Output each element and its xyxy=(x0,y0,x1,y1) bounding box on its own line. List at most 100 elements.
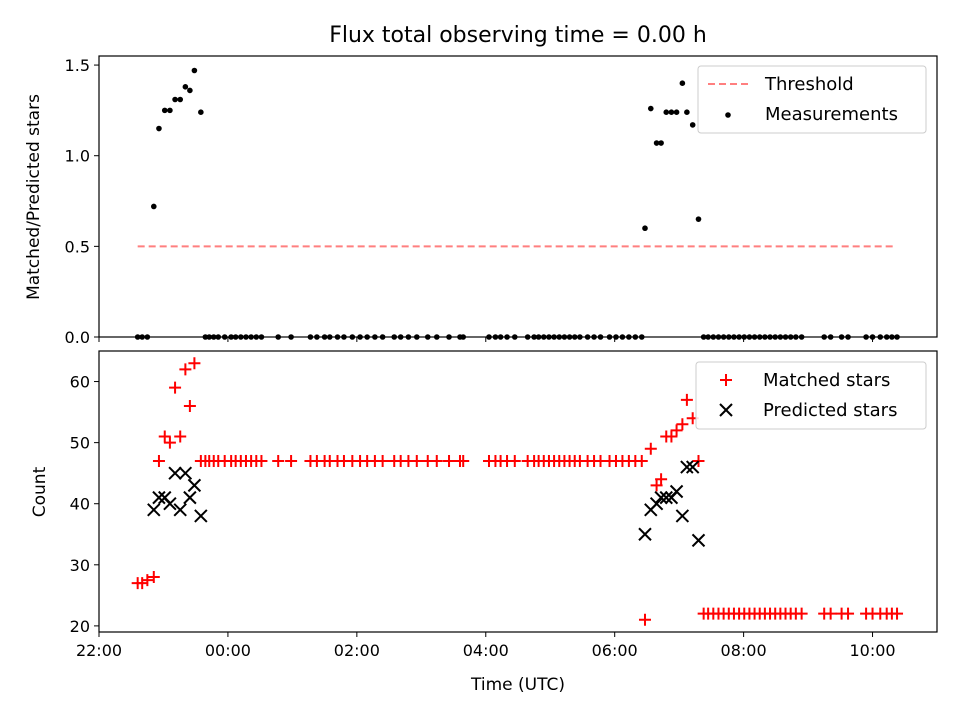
predicted-stars-point xyxy=(680,460,694,474)
x-tick-label: 06:00 xyxy=(592,641,638,660)
x-tick-label: 02:00 xyxy=(334,641,380,660)
measurements-point xyxy=(177,96,184,103)
matched-stars-point xyxy=(665,430,678,443)
y-tick-label: 1.0 xyxy=(65,147,90,166)
measurements-point xyxy=(167,107,173,114)
matched-stars-point xyxy=(650,479,663,492)
matched-stars-point xyxy=(824,607,837,620)
top-y-ticks: 0.0 0.5 1.0 1.5 xyxy=(65,56,99,347)
measurements-point xyxy=(642,225,648,232)
predicted-stars-point xyxy=(163,497,177,511)
measurements-point xyxy=(191,67,198,74)
predicted-stars-point xyxy=(685,460,700,474)
matched-stars-point xyxy=(158,430,171,443)
predicted-stars-point xyxy=(194,509,208,523)
y-tick-label: 0.5 xyxy=(65,237,90,256)
predicted-stars-point xyxy=(168,466,182,480)
matched-stars-point xyxy=(272,454,285,467)
matched-stars-point xyxy=(285,454,298,467)
bottom-panel: Count Time (UTC) 22:00 00:00 02:00 04:00 06:… xyxy=(30,350,938,695)
predicted-stars-point xyxy=(659,490,673,505)
legend-predicted-label: Predicted stars xyxy=(763,400,897,421)
measurements-point xyxy=(695,216,702,222)
matched-stars-point xyxy=(680,393,693,406)
measurements-point xyxy=(172,96,178,103)
measurements-point xyxy=(182,84,189,90)
measurements-point xyxy=(150,203,157,210)
y-tick-label: 50 xyxy=(70,434,90,453)
measurements-point xyxy=(161,107,168,114)
matched-stars-point xyxy=(670,424,683,437)
x-tick-label: 10:00 xyxy=(849,641,895,660)
matched-stars-point xyxy=(255,454,268,467)
matched-stars-point xyxy=(179,363,192,376)
top-x-ticks xyxy=(98,337,874,342)
matched-stars-point xyxy=(795,607,808,620)
legend-matched-label: Matched stars xyxy=(763,370,890,391)
top-legend: Threshold Measurements xyxy=(697,65,927,134)
x-axis-label: Time (UTC) xyxy=(470,675,565,695)
matched-stars-point xyxy=(457,454,470,467)
measurements-point xyxy=(647,105,654,112)
matched-stars-point xyxy=(141,574,154,587)
bottom-legend-box xyxy=(695,361,927,430)
y-tick-label: 1.5 xyxy=(65,56,90,75)
matched-stars-point xyxy=(147,571,160,584)
measurements-point xyxy=(663,109,670,115)
matched-stars-point xyxy=(842,607,855,620)
matched-stars-point xyxy=(174,430,187,443)
top-legend-box xyxy=(697,65,927,134)
bottom-axes-frame xyxy=(98,350,938,633)
y-tick-label: 30 xyxy=(70,556,90,575)
predicted-stars-point xyxy=(638,527,652,541)
predicted-stars-point xyxy=(187,478,202,493)
predicted-stars-point xyxy=(152,490,166,505)
matched-stars-point xyxy=(635,454,648,467)
legend-predicted-swatch xyxy=(719,403,733,417)
bottom-plot-area xyxy=(131,357,904,626)
matched-stars-point xyxy=(443,454,456,467)
matched-stars-point xyxy=(152,454,165,467)
matched-stars-point xyxy=(376,454,389,467)
legend-threshold-label: Threshold xyxy=(764,74,854,95)
top-panel: Flux total observing time = 0.00 h Match… xyxy=(24,23,938,347)
bottom-x-ticks: 22:00 00:00 02:00 04:00 06:00 08:00 10:00 xyxy=(76,632,896,660)
matched-stars-point xyxy=(183,399,196,412)
chart-title: Flux total observing time = 0.00 h xyxy=(329,23,707,48)
matched-stars-point xyxy=(508,454,521,467)
matched-stars-point xyxy=(891,607,904,620)
measurements-point xyxy=(668,109,675,115)
matched-stars-point xyxy=(163,436,176,449)
legend-measurements-swatch xyxy=(725,112,731,118)
top-plot-area xyxy=(134,67,900,340)
measurements-point xyxy=(689,122,696,128)
matched-stars-point xyxy=(676,418,689,431)
matched-stars-point xyxy=(169,381,182,394)
measurements-point xyxy=(684,109,690,115)
predicted-stars-point xyxy=(654,490,668,505)
y-tick-label: 40 xyxy=(70,495,90,514)
predicted-stars-point xyxy=(178,466,193,480)
top-axes-frame xyxy=(98,55,938,338)
measurements-point xyxy=(658,140,664,146)
measurements-point xyxy=(198,109,204,115)
bottom-y-axis-label: Count xyxy=(30,466,50,517)
predicted-stars-point xyxy=(691,533,706,548)
measurements-point xyxy=(156,125,162,132)
legend-measurements-label: Measurements xyxy=(765,104,898,125)
predicted-stars-point xyxy=(147,503,161,517)
top-y-axis-label: Matched/Predicted stars xyxy=(24,94,44,300)
bottom-legend: Matched stars Predicted stars xyxy=(695,361,927,430)
bottom-y-ticks: 20 30 40 50 60 xyxy=(70,373,99,636)
matched-stars-point xyxy=(638,613,651,626)
x-tick-label: 22:00 xyxy=(76,641,122,660)
x-tick-label: 08:00 xyxy=(721,641,767,660)
predicted-stars-point xyxy=(649,497,664,511)
x-tick-label: 00:00 xyxy=(205,641,251,660)
y-tick-label: 0.0 xyxy=(65,328,90,347)
matched-stars-point xyxy=(644,442,657,455)
matched-stars-point xyxy=(410,454,423,467)
predicted-stars-point xyxy=(173,503,187,517)
predicted-stars-point xyxy=(183,490,197,505)
